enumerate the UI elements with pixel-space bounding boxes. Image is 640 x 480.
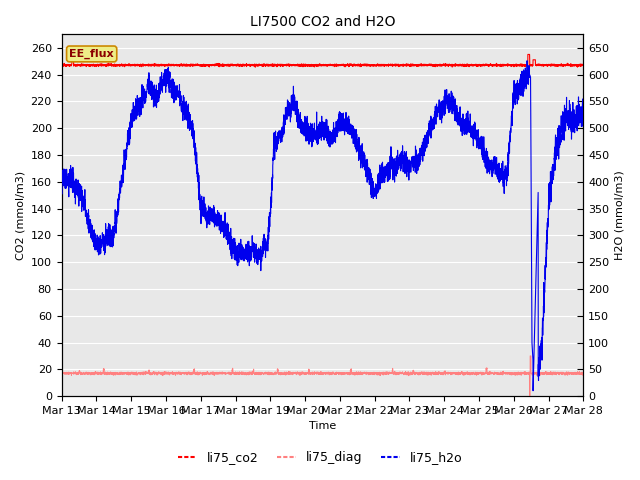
Legend: li75_co2, li75_diag, li75_h2o: li75_co2, li75_diag, li75_h2o (173, 446, 467, 469)
Title: LI7500 CO2 and H2O: LI7500 CO2 and H2O (250, 15, 396, 29)
Y-axis label: H2O (mmol/m3): H2O (mmol/m3) (615, 170, 625, 260)
Text: EE_flux: EE_flux (69, 49, 114, 59)
X-axis label: Time: Time (309, 421, 336, 432)
Y-axis label: CO2 (mmol/m3): CO2 (mmol/m3) (15, 171, 25, 260)
